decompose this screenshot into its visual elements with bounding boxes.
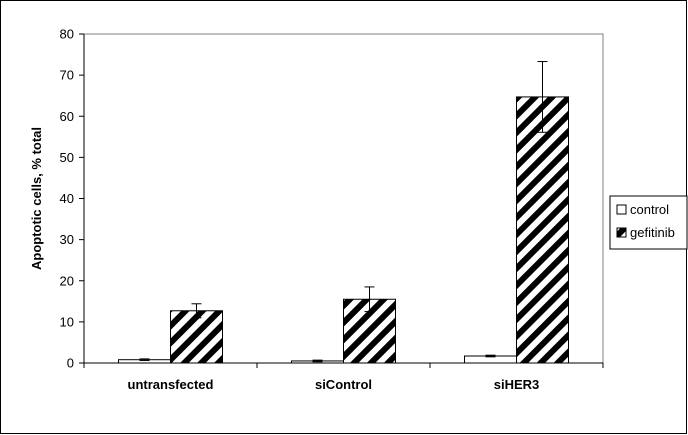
bar-gefitinib [170,310,223,364]
y-tick-label: 60 [60,109,74,124]
legend: control gefitinib [616,202,675,240]
y-tick-label: 40 [60,191,74,206]
legend-label-gefitinib: gefitinib [630,225,675,240]
legend-swatch-gefitinib [616,227,627,238]
error-bars-group [139,61,548,363]
category-label: untransfected [128,377,214,392]
bar-gefitinib [516,96,569,364]
bars-group [118,96,569,364]
y-axis-label: Apoptotic cells, % total [29,127,44,270]
y-tick-label: 50 [60,150,74,165]
category-labels: untransfected siControl siHER3 [128,377,540,392]
category-label: siControl [315,377,372,392]
y-tick-label: 10 [60,314,74,329]
y-axis-ticks: 0 10 20 30 40 50 60 70 80 [60,27,84,371]
y-tick-label: 80 [60,27,74,42]
bar-gefitinib [343,298,396,364]
y-tick-label: 30 [60,232,74,247]
legend-label-control: control [630,202,669,217]
y-tick-label: 0 [67,356,74,371]
category-label: siHER3 [494,377,540,392]
y-tick-label: 70 [60,68,74,83]
legend-swatch-control [616,204,627,215]
y-tick-label: 20 [60,273,74,288]
x-axis-ticks [83,363,604,368]
